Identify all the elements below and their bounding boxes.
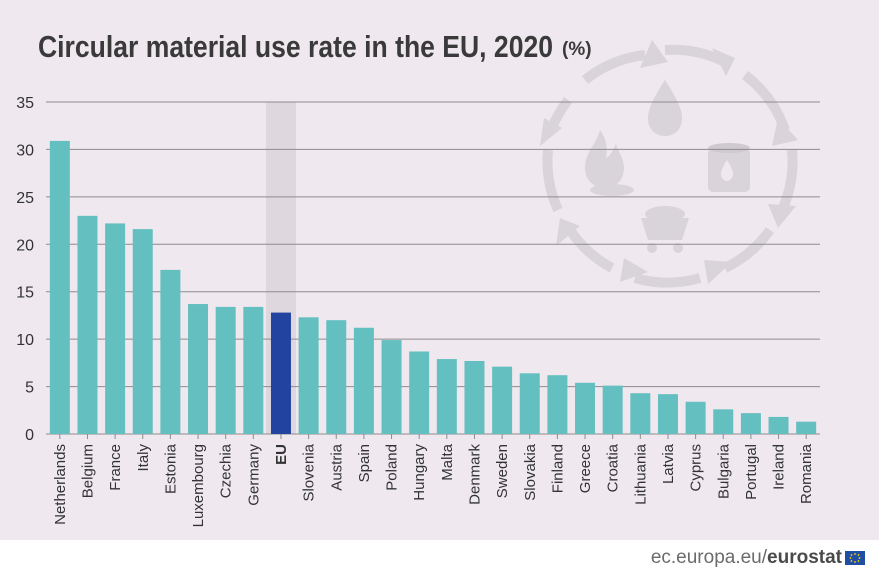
bar-malta — [436, 359, 457, 434]
bar-estonia — [160, 269, 181, 434]
x-tick-label: Romania — [798, 443, 815, 504]
mining-cart-icon — [641, 206, 689, 253]
y-tick-label: 30 — [16, 142, 34, 159]
bar-poland — [381, 340, 402, 434]
x-tick-label: Latvia — [660, 443, 677, 484]
bar-sweden — [492, 366, 513, 434]
x-tick-label: Netherlands — [52, 444, 69, 525]
bar-czechia — [215, 306, 236, 434]
chart-title: Circular material use rate in the EU, 20… — [38, 29, 553, 64]
oil-drop-icon — [648, 80, 682, 136]
x-tick-label: Portugal — [743, 444, 760, 500]
bar-denmark — [464, 360, 485, 434]
x-tick-label: Luxembourg — [190, 444, 207, 527]
bar-netherlands — [49, 140, 70, 435]
footer: ec.europa.eu/eurostat — [651, 546, 865, 570]
x-tick-label: France — [107, 444, 124, 491]
bar-slovenia — [298, 317, 319, 434]
y-tick-label: 0 — [25, 427, 34, 444]
circular-economy-illustration — [540, 40, 798, 288]
bar-austria — [326, 320, 347, 434]
x-tick-label: Denmark — [466, 444, 483, 505]
bar-latvia — [657, 394, 678, 434]
y-tick-label: 10 — [16, 332, 34, 349]
bar-lithuania — [630, 393, 651, 434]
y-axis-ticks: 0 5 10 15 20 25 30 35 — [16, 95, 34, 444]
bar-croatia — [602, 385, 623, 434]
y-tick-label: 15 — [16, 285, 34, 302]
bar-portugal — [740, 413, 761, 434]
x-tick-label: Italy — [135, 444, 152, 472]
x-tick-label: Cyprus — [688, 444, 705, 492]
x-tick-label: Germany — [245, 444, 262, 506]
x-tick-label: EU — [273, 444, 290, 465]
bar-ireland — [768, 416, 789, 434]
bar-chart: Circular material use rate in the EU, 20… — [16, 29, 820, 527]
x-tick-label: Sweden — [494, 444, 511, 498]
footer-site: ec.europa.eu/ — [650, 547, 768, 568]
x-tick-label: Lithuania — [632, 443, 649, 505]
recycle-arrows-icon — [542, 44, 798, 288]
bar-france — [105, 223, 126, 434]
x-tick-label: Greece — [577, 444, 594, 493]
bar-romania — [796, 421, 817, 434]
bar-italy — [132, 229, 153, 434]
bar-cyprus — [685, 401, 706, 434]
bar-hungary — [409, 351, 430, 434]
x-axis-labels: Netherlands Belgium France Italy Estonia Luxe… — [52, 434, 815, 527]
x-tick-label: Belgium — [79, 444, 96, 498]
bars — [49, 140, 817, 435]
y-tick-label: 20 — [16, 237, 34, 254]
bar-germany — [243, 306, 264, 434]
oil-barrel-icon — [708, 143, 750, 192]
x-tick-label: Slovakia — [522, 443, 539, 500]
bar-eu — [270, 312, 291, 434]
x-tick-label: Poland — [384, 444, 401, 491]
chart-title-unit: (%) — [562, 39, 592, 60]
bar-spain — [353, 327, 374, 434]
x-tick-label: Croatia — [605, 443, 622, 492]
bar-luxembourg — [188, 304, 209, 434]
bar-slovakia — [519, 373, 540, 434]
y-tick-label: 35 — [16, 95, 34, 112]
x-tick-label: Malta — [439, 443, 456, 480]
bar-greece — [575, 382, 596, 434]
eu-flag-icon — [845, 551, 865, 565]
x-tick-label: Slovenia — [301, 443, 318, 501]
bar-bulgaria — [713, 409, 734, 434]
x-tick-label: Estonia — [162, 443, 179, 494]
y-tick-label: 25 — [16, 190, 34, 207]
x-tick-label: Czechia — [218, 443, 235, 498]
x-tick-label: Spain — [356, 444, 373, 482]
bar-finland — [547, 375, 568, 434]
x-tick-label: Austria — [328, 443, 345, 490]
bar-belgium — [77, 215, 98, 434]
x-tick-label: Ireland — [771, 444, 788, 490]
footer-brand: eurostat — [767, 547, 842, 568]
x-tick-label: Bulgaria — [715, 443, 732, 499]
x-tick-label: Hungary — [411, 444, 428, 501]
x-tick-label: Finland — [549, 444, 566, 493]
chart-panel: Circular material use rate in the EU, 20… — [0, 0, 879, 540]
fire-icon — [585, 130, 634, 196]
y-tick-label: 5 — [25, 380, 34, 397]
